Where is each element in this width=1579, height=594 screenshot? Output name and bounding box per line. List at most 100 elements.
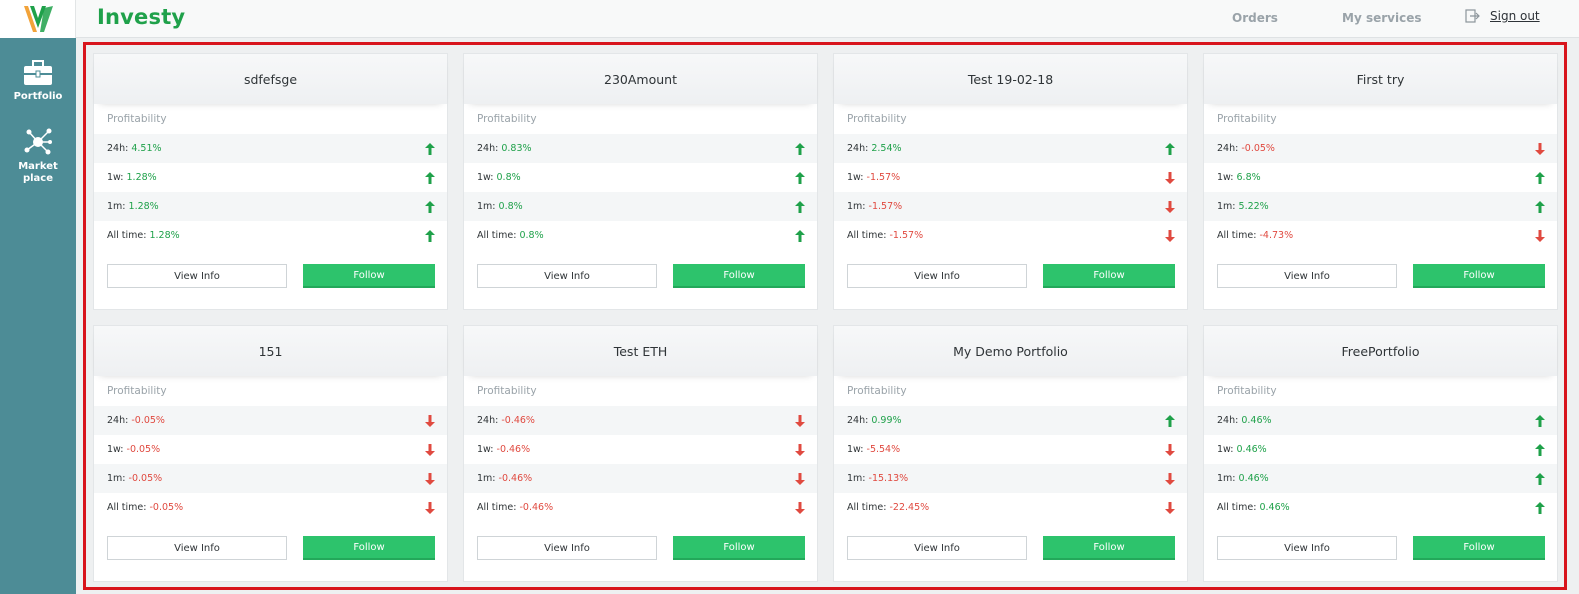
metric-value: -15.13% [868, 473, 909, 484]
metric-label: 1m: [1217, 201, 1239, 212]
follow-button[interactable]: Follow [303, 536, 435, 560]
view-info-button[interactable]: View Info [107, 264, 287, 288]
metric-label: 1w: [477, 172, 497, 183]
card-actions: View Info Follow [107, 264, 435, 288]
view-info-button[interactable]: View Info [847, 264, 1027, 288]
metric-label: 1w: [847, 444, 867, 455]
metric-label: 1w: [1217, 444, 1237, 455]
view-info-button[interactable]: View Info [477, 536, 657, 560]
profitability-metric: 24h: -0.05% [107, 415, 165, 426]
metric-label: 1m: [847, 473, 869, 484]
metric-label: 24h: [477, 415, 502, 426]
profitability-row: 1m: -15.13% [834, 464, 1187, 493]
arrow-up-icon [425, 171, 435, 184]
profitability-row: 1w: 0.8% [464, 163, 817, 192]
logo[interactable] [0, 0, 76, 38]
metric-value: -0.05% [128, 473, 163, 484]
profitability-metric: 24h: 2.54% [847, 143, 902, 154]
profitability-label: Profitability [847, 385, 907, 397]
profitability-label: Profitability [477, 385, 537, 397]
arrow-down-icon [425, 501, 435, 514]
profitability-rows: 24h: -0.46% 1w: -0.46% 1m: -0.46% All time:… [464, 406, 817, 522]
profitability-row: 1w: -1.57% [834, 163, 1187, 192]
metric-label: 1m: [477, 201, 499, 212]
arrow-down-icon [1165, 443, 1175, 456]
view-info-button[interactable]: View Info [477, 264, 657, 288]
profitability-metric: 1w: -0.05% [107, 444, 160, 455]
profitability-rows: 24h: -0.05% 1w: -0.05% 1m: -0.05% All time:… [94, 406, 447, 522]
arrow-up-icon [1535, 200, 1545, 213]
follow-button[interactable]: Follow [1043, 264, 1175, 288]
follow-button[interactable]: Follow [1413, 536, 1545, 560]
follow-button[interactable]: Follow [1043, 536, 1175, 560]
profitability-row: 1w: 6.8% [1204, 163, 1557, 192]
sidebar-item-portfolio-label: Portfolio [13, 91, 63, 102]
sidebar-item-portfolio[interactable]: Portfolio [0, 60, 76, 103]
arrow-down-icon [1165, 229, 1175, 242]
view-info-button[interactable]: View Info [107, 536, 287, 560]
metric-value: -1.57% [866, 172, 901, 183]
view-info-button[interactable]: View Info [847, 536, 1027, 560]
profitability-row: 24h: 0.83% [464, 134, 817, 163]
profitability-metric: 1m: 1.28% [107, 201, 159, 212]
profitability-row: 24h: -0.46% [464, 406, 817, 435]
metric-value: -0.46% [501, 415, 535, 426]
profitability-label: Profitability [107, 113, 167, 125]
metric-value: 0.46% [1236, 444, 1267, 455]
metric-value: -0.46% [519, 502, 554, 513]
profitability-label: Profitability [1217, 385, 1277, 397]
metric-value: 0.46% [1259, 502, 1290, 513]
metric-label: 24h: [847, 143, 872, 154]
profitability-metric: All time: -1.57% [847, 230, 923, 241]
arrow-up-icon [795, 171, 805, 184]
metric-value: -0.05% [126, 444, 161, 455]
arrow-down-icon [1165, 200, 1175, 213]
nav-my-services[interactable]: My services [1342, 11, 1422, 25]
network-icon [24, 128, 52, 155]
logo-mark-icon [23, 6, 53, 32]
profitability-row: 24h: 0.99% [834, 406, 1187, 435]
metric-value: 1.28% [128, 201, 159, 212]
metric-label: 1w: [107, 172, 127, 183]
metric-label: 24h: [107, 415, 132, 426]
sign-out-link[interactable]: Sign out [1465, 9, 1540, 23]
metric-label: All time: [847, 502, 890, 513]
portfolio-card-title: Test 19-02-18 [834, 54, 1187, 104]
profitability-row: 1m: 5.22% [1204, 192, 1557, 221]
metric-value: 5.22% [1238, 201, 1269, 212]
brand-title: Investy [97, 5, 186, 29]
arrow-up-icon [795, 229, 805, 242]
portfolio-card-title: FreePortfolio [1204, 326, 1557, 376]
metric-value: 4.51% [131, 143, 162, 154]
metric-value: 0.83% [501, 143, 532, 154]
follow-button[interactable]: Follow [673, 536, 805, 560]
profitability-row: 1m: -0.46% [464, 464, 817, 493]
metric-value: 0.99% [871, 415, 902, 426]
profitability-row: All time: -0.05% [94, 493, 447, 522]
follow-button[interactable]: Follow [673, 264, 805, 288]
metric-value: 0.8% [498, 201, 523, 212]
metric-value: -0.46% [498, 473, 533, 484]
card-actions: View Info Follow [1217, 264, 1545, 288]
follow-button[interactable]: Follow [1413, 264, 1545, 288]
metric-label: 1w: [107, 444, 127, 455]
sidebar-item-marketplace[interactable]: Market place [0, 128, 76, 185]
metric-value: -0.05% [149, 502, 184, 513]
view-info-button[interactable]: View Info [1217, 264, 1397, 288]
metric-value: 0.8% [519, 230, 544, 241]
nav-orders[interactable]: Orders [1232, 11, 1278, 25]
profitability-row: 1w: -0.05% [94, 435, 447, 464]
arrow-up-icon [795, 142, 805, 155]
metric-value: -22.45% [889, 502, 930, 513]
metric-label: 24h: [107, 143, 132, 154]
profitability-metric: 1w: 6.8% [1217, 172, 1261, 183]
metric-label: All time: [107, 502, 150, 513]
top-header: Investy Orders My services Sign out [0, 0, 1579, 38]
card-actions: View Info Follow [107, 536, 435, 560]
metric-label: All time: [477, 230, 520, 241]
profitability-row: 24h: -0.05% [1204, 134, 1557, 163]
arrow-down-icon [425, 414, 435, 427]
follow-button[interactable]: Follow [303, 264, 435, 288]
view-info-button[interactable]: View Info [1217, 536, 1397, 560]
metric-label: 1m: [107, 473, 129, 484]
